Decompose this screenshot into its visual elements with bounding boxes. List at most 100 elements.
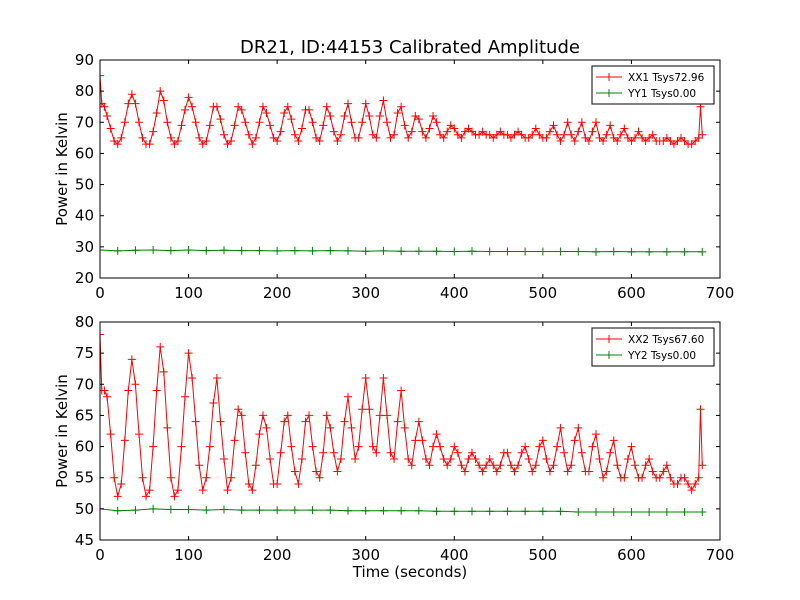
panel-2-series-1-point xyxy=(205,442,214,451)
panel-1-series-1-point xyxy=(634,127,643,136)
panel-2-series-1-point xyxy=(460,467,469,476)
panel-2-legend-label-2: YY2 Tsys0.00 xyxy=(627,350,696,362)
panel-2-series-1-point xyxy=(329,448,338,457)
panel-2-series-1-point xyxy=(641,461,650,470)
panel-1-series-1-point xyxy=(294,136,303,145)
panel-1-series-2-point xyxy=(255,246,264,255)
panel-1-x-tick-label: 600 xyxy=(617,284,646,302)
panel-1-series-1-point xyxy=(138,133,147,142)
panel-2-series-1-point xyxy=(648,467,657,476)
panel-1-series-1-point xyxy=(429,112,438,121)
panel-2-series-1-point xyxy=(630,461,639,470)
panel-1-series-1-point xyxy=(266,121,275,130)
panel-1-series-2-point xyxy=(574,247,583,256)
panel-2-series-1-point xyxy=(127,355,136,364)
panel-1-y-tick-label: 30 xyxy=(75,238,94,256)
panel-1-series-1-point xyxy=(382,118,391,127)
panel-2-series-1-point xyxy=(655,473,664,482)
panel-2-series-1-point xyxy=(620,473,629,482)
figure-title: DR21, ID:44153 Calibrated Amplitude xyxy=(240,37,580,58)
panel-1-series-1-point xyxy=(372,133,381,142)
panel-1-series-1-point xyxy=(127,90,136,99)
panel-1-series-2-point xyxy=(237,246,246,255)
panel-2-legend-marker-2 xyxy=(605,351,613,359)
panel-1-series-2-point xyxy=(397,247,406,256)
panel-1-series-1-point xyxy=(365,112,374,121)
panel-2-series-1-point xyxy=(386,448,395,457)
panel-2-series-1-point xyxy=(528,467,537,476)
panel-1-series-1-point xyxy=(393,108,402,117)
panel-1-series-1-point xyxy=(216,115,225,124)
panel-2-series-1-point xyxy=(340,417,349,426)
panel-1-y-axis-label: Power in Kelvin xyxy=(53,112,71,226)
panel-1-series-1-point xyxy=(237,105,246,114)
panel-2-x-tick-label: 700 xyxy=(706,546,735,564)
panel-2-series-1-point xyxy=(142,492,151,501)
panel-1-series-1-point xyxy=(432,118,441,127)
panel-1-series-1-point xyxy=(308,118,317,127)
panel-1-series-1-point xyxy=(258,102,267,111)
panel-1-series-1-point xyxy=(220,130,228,139)
panel-1-y-tick-label: 60 xyxy=(75,144,94,162)
panel-1-series-1-point xyxy=(613,136,622,145)
panel-2-series-1-point xyxy=(315,473,324,482)
panel-1-series-1-point xyxy=(100,71,104,80)
panel-2-series-1-point xyxy=(138,473,147,482)
panel-2-series-1-point xyxy=(248,486,257,495)
panel-2-series-1-point xyxy=(468,448,476,457)
panel-2-series-1-point xyxy=(606,448,615,457)
panel-2-series-1-point xyxy=(393,417,402,426)
panel-2-series-1-point xyxy=(372,448,381,457)
panel-2-series-1-point xyxy=(436,442,445,451)
panel-2-series-1-point xyxy=(538,436,547,445)
panel-2-series-1-point xyxy=(588,442,597,451)
panel-1-series-1-point xyxy=(297,124,306,133)
panel-1-series-1-point xyxy=(620,124,629,133)
panel-1-series-1-point xyxy=(397,102,406,111)
panel-1-series-2-point xyxy=(273,246,282,255)
panel-1-series-1-point xyxy=(421,133,430,142)
panel-2-series-2-point xyxy=(592,507,600,516)
panel-2-series-2-point xyxy=(361,506,370,515)
panel-2-y-tick-label: 45 xyxy=(75,531,94,549)
panel-1-series-2-point xyxy=(344,246,352,255)
panel-1-x-tick-label: 0 xyxy=(95,284,105,302)
panel-2-series-2-point xyxy=(397,506,406,515)
panel-2-series-1-point xyxy=(251,461,260,470)
panel-2-series-1-point xyxy=(379,374,388,383)
panel-2-series-1-point xyxy=(662,461,671,470)
panel-2-series-1-point xyxy=(563,467,572,476)
panel-2-series-1-point xyxy=(696,405,705,414)
panel-1-y-tick-label: 40 xyxy=(75,207,94,225)
panel-2-series-2-point xyxy=(273,506,282,515)
panel-2-series-1-point xyxy=(535,442,544,451)
panel-1-y-tick-label: 20 xyxy=(75,269,94,287)
panel-2-series-1-point xyxy=(492,467,501,476)
panel-2-series-1-point xyxy=(262,423,271,432)
panel-1-series-1-point xyxy=(592,118,600,127)
panel-1-series-1-point xyxy=(191,118,200,127)
panel-2-series-1-point xyxy=(198,486,207,495)
panel-1-series-2-point xyxy=(290,246,299,255)
panel-2-series-1-point xyxy=(227,473,236,482)
panel-1-series-1-point xyxy=(443,127,452,136)
panel-2-x-tick-label: 300 xyxy=(351,546,380,564)
panel-1-series-1-point xyxy=(251,133,260,142)
panel-1-series-1-point xyxy=(404,133,413,142)
panel-2-y-tick-label: 50 xyxy=(75,500,94,518)
panel-2-series-2-point xyxy=(379,506,388,515)
panel-2-legend-marker-1 xyxy=(605,335,613,343)
panel-1-series-1-point xyxy=(560,130,569,139)
panel-2-series-1-point xyxy=(429,442,438,451)
panel-2-series-2-point xyxy=(680,507,689,516)
panel-1-series-1-point xyxy=(290,130,299,139)
panel-2-series-1-point xyxy=(400,423,409,432)
panel-2-axes-frame xyxy=(99,321,721,541)
panel-2-series-1-point xyxy=(273,479,282,488)
panel-2-series-1-point xyxy=(106,430,115,439)
panel-1-series-1-point xyxy=(149,127,158,136)
panel-2-y-tick-label: 70 xyxy=(75,375,94,393)
panel-2-series-1-point xyxy=(545,467,554,476)
panel-2-series-2-point xyxy=(131,506,140,515)
panel-1-series-2-point xyxy=(202,246,211,255)
